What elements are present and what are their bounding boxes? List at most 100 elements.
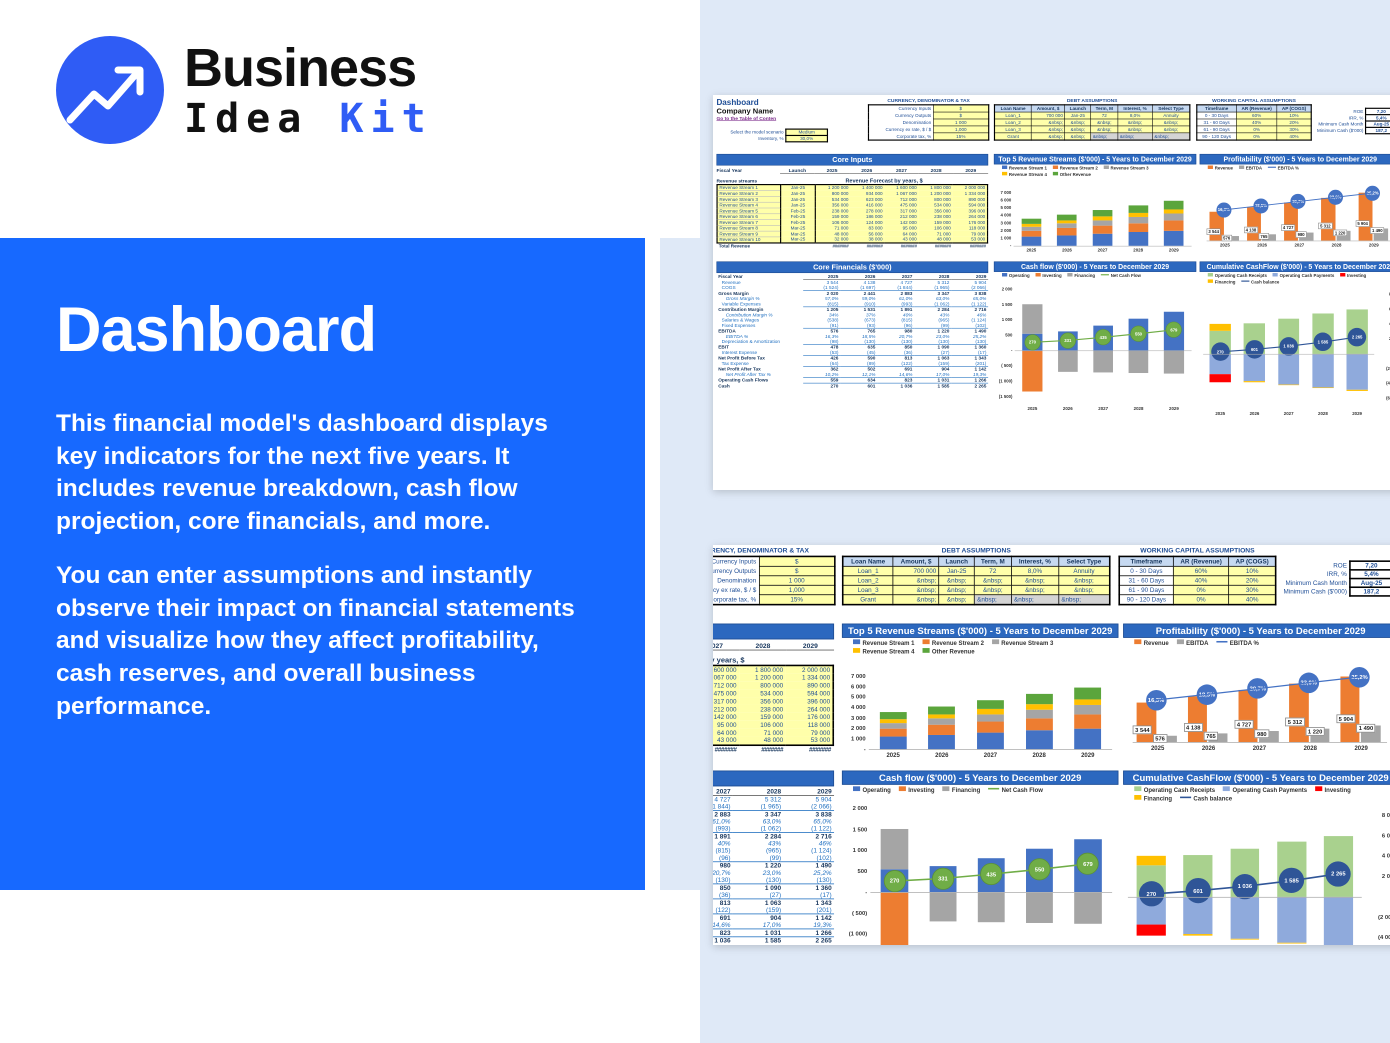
revenue-stream-launch[interactable]: Mar-25 [780,230,816,237]
revenue-stream-value[interactable]: 48 000 [918,236,953,244]
wc-cell[interactable]: 30% [1228,584,1277,596]
wc-cell[interactable]: 0 - 30 Days [1118,565,1174,577]
debt-cell[interactable]: Jan-25 [938,565,975,577]
wc-cell[interactable]: 90 - 120 Days [1196,132,1237,141]
revenue-stream-value[interactable]: 1 400 000 [850,183,885,191]
revenue-stream-name[interactable]: Revenue Stream 10 [716,236,782,244]
debt-cell[interactable]: &nbsp; [1031,125,1066,134]
revenue-stream-value[interactable]: 95 000 [713,720,739,729]
revenue-stream-name[interactable]: Revenue Stream 9 [716,230,782,237]
revenue-stream-value[interactable]: 594 000 [952,201,989,208]
revenue-stream-value[interactable]: 623 000 [850,196,885,202]
revenue-stream-value[interactable]: 396 000 [785,697,835,705]
revenue-stream-value[interactable]: 1 600 000 [884,183,919,191]
debt-cell[interactable]: &nbsp; [1090,125,1119,134]
debt-cell[interactable]: &nbsp; [1064,118,1092,127]
debt-cell[interactable]: Grant [994,132,1032,141]
revenue-stream-value[interactable]: 53 000 [785,736,835,746]
wc-cell[interactable]: 0 - 30 Days [1196,111,1237,120]
wc-cell[interactable]: 60% [1172,565,1230,577]
revenue-stream-value[interactable]: 264 000 [785,704,835,713]
revenue-stream-value[interactable]: 118 000 [785,720,835,729]
currency-value[interactable]: $ [932,111,989,120]
debt-cell[interactable]: &nbsp; [1058,575,1111,586]
revenue-stream-value[interactable]: 475 000 [713,689,739,698]
wc-cell[interactable]: 10% [1228,565,1277,577]
debt-cell[interactable]: 700 000 [892,565,940,577]
revenue-stream-value[interactable]: 212 000 [713,704,739,713]
currency-value[interactable]: 15% [932,132,989,141]
revenue-stream-value[interactable]: 64 000 [884,230,919,237]
revenue-stream-value[interactable]: 1 067 000 [713,673,739,682]
debt-cell[interactable]: 8,0% [1117,111,1153,120]
revenue-stream-value[interactable]: 64 000 [713,728,739,737]
currency-value[interactable]: $ [758,556,836,567]
scenario-select[interactable]: Medium [785,128,829,137]
wc-cell[interactable]: 0% [1235,132,1278,141]
currency-value[interactable]: 1,000 [758,584,836,596]
debt-cell[interactable]: &nbsp; [938,594,975,605]
revenue-stream-value[interactable]: 534 000 [738,689,786,698]
revenue-stream-value[interactable]: 1 067 000 [884,190,919,197]
debt-cell[interactable]: 700 000 [1031,111,1066,120]
revenue-stream-value[interactable]: 1 800 000 [738,664,786,674]
wc-cell[interactable]: 40% [1172,575,1230,586]
debt-cell[interactable]: Grant [842,594,894,605]
debt-cell[interactable]: &nbsp; [1031,132,1066,141]
revenue-stream-value[interactable]: 317 000 [884,207,919,214]
revenue-stream-value[interactable]: 212 000 [884,213,919,220]
revenue-stream-value[interactable]: 1 200 000 [814,183,851,191]
revenue-stream-launch[interactable]: Jan-25 [780,196,816,202]
revenue-stream-value[interactable]: 71 000 [814,225,851,231]
debt-cell[interactable]: &nbsp; [892,594,940,605]
revenue-stream-value[interactable]: 176 000 [952,219,989,226]
revenue-stream-value[interactable]: 890 000 [952,196,989,202]
revenue-stream-value[interactable]: 934 000 [850,190,885,197]
revenue-stream-value[interactable]: 712 000 [884,196,919,202]
revenue-stream-name[interactable]: Revenue Stream 5 [716,207,782,214]
revenue-stream-value[interactable]: 79 000 [785,728,835,737]
revenue-stream-value[interactable]: 238 000 [918,213,953,220]
revenue-stream-value[interactable]: 1 334 000 [952,190,989,197]
debt-cell[interactable]: 72 [973,565,1012,577]
debt-cell[interactable]: &nbsp; [938,584,975,596]
revenue-stream-value[interactable]: 1 600 000 [713,664,739,674]
debt-cell[interactable]: &nbsp; [973,584,1012,596]
wc-cell[interactable]: 20% [1228,575,1277,586]
revenue-stream-value[interactable]: 1 200 000 [918,190,953,197]
revenue-stream-value[interactable]: 594 000 [785,689,835,698]
debt-cell[interactable]: &nbsp; [1090,118,1119,127]
revenue-stream-value[interactable]: 106 000 [738,720,786,729]
debt-cell[interactable]: Loan_3 [842,584,894,596]
debt-cell[interactable]: &nbsp; [892,575,940,586]
debt-cell[interactable]: Jan-25 [1064,111,1092,120]
debt-cell[interactable]: &nbsp; [973,594,1012,605]
revenue-stream-value[interactable]: 186 000 [850,213,885,220]
currency-value[interactable]: 1 000 [758,575,836,586]
revenue-stream-value[interactable]: 712 000 [713,681,739,690]
revenue-stream-launch[interactable]: Mar-25 [780,236,816,244]
wc-cell[interactable]: 90 - 120 Days [1118,594,1174,605]
debt-cell[interactable]: &nbsp; [1031,118,1066,127]
revenue-stream-value[interactable]: 48 000 [814,230,851,237]
revenue-stream-value[interactable]: 356 000 [814,201,851,208]
debt-cell[interactable]: &nbsp; [1064,132,1092,141]
debt-cell[interactable]: &nbsp; [1010,584,1059,596]
revenue-stream-value[interactable]: 1 800 000 [918,183,953,191]
debt-cell[interactable]: Annuity [1152,111,1191,120]
currency-value[interactable]: $ [758,565,836,577]
wc-cell[interactable]: 40% [1235,118,1278,127]
revenue-stream-value[interactable]: 83 000 [850,225,885,231]
debt-cell[interactable]: &nbsp; [938,575,975,586]
debt-cell[interactable]: &nbsp; [1117,125,1153,134]
revenue-stream-value[interactable]: 1 334 000 [785,673,835,682]
revenue-stream-value[interactable]: 396 000 [952,207,989,214]
inventory-input[interactable]: 30,0% [785,134,829,143]
revenue-stream-value[interactable]: 106 000 [918,225,953,231]
debt-cell[interactable]: &nbsp; [1010,575,1059,586]
currency-value[interactable]: 15% [758,594,836,605]
debt-cell[interactable]: &nbsp; [973,575,1012,586]
debt-cell[interactable]: &nbsp; [1152,118,1191,127]
revenue-stream-value[interactable]: 317 000 [713,697,739,705]
revenue-stream-value[interactable]: 890 000 [785,681,835,690]
